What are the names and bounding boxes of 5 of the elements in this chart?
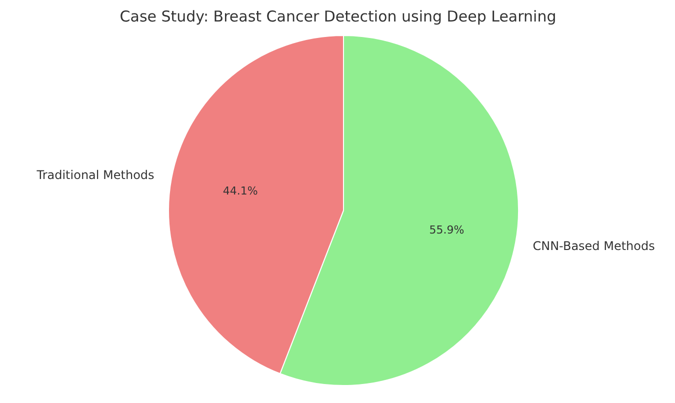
data-label: 44.1%: [222, 184, 258, 198]
data-label: 55.9%: [429, 223, 464, 236]
chart-title: Case Study: Breast Cancer Detection using Deep Learning: [120, 8, 556, 26]
slice-label: CNN-Based Methods: [532, 238, 655, 253]
slice-label: Traditional Methods: [36, 168, 154, 182]
